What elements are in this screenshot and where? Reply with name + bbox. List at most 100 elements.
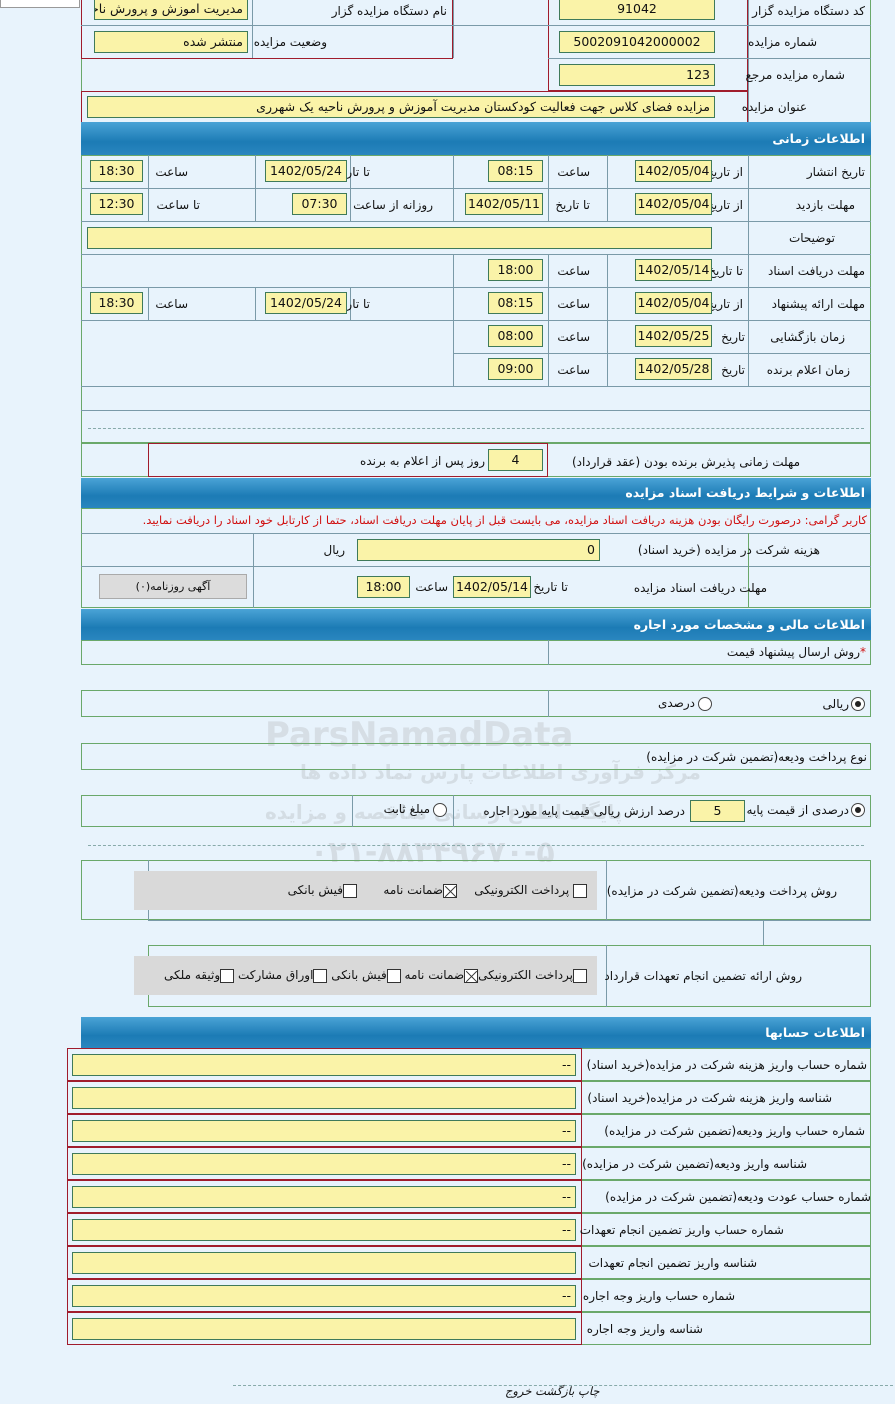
visit-from-field[interactable]: 1402/05/04 xyxy=(635,193,712,215)
account-field[interactable]: -- xyxy=(72,1054,576,1076)
winner-date-field[interactable]: 1402/05/28 xyxy=(635,358,712,380)
opening-label: زمان بازگشایی xyxy=(770,330,845,344)
winner-time-field[interactable]: 09:00 xyxy=(488,358,543,380)
docs-time-label: ساعت xyxy=(557,264,590,278)
publish-time1-field[interactable]: 08:15 xyxy=(488,160,543,182)
watermark-phone: ۰۲۱-۸۸۳۴۹۶۷۰-۵ xyxy=(310,835,555,870)
option-label: پرداخت الکترونیکی xyxy=(474,883,570,897)
org-code-label: کد دستگاه مزایده گزار xyxy=(752,4,865,18)
deposit-percent-radio[interactable] xyxy=(851,803,865,817)
watermark-brand: ParsNamadData xyxy=(265,715,574,755)
guarantee-label: روش ارائه تضمین انجام تعهدات قرارداد xyxy=(604,969,802,983)
account-field[interactable]: -- xyxy=(72,1219,576,1241)
checkbox-checked[interactable] xyxy=(443,883,457,898)
publish-label: تاریخ انتشار xyxy=(806,165,865,179)
org-code-field[interactable]: 91042 xyxy=(559,0,715,20)
accept-days-field[interactable]: 4 xyxy=(488,449,543,471)
docs-section-header: اطلاعات و شرایط دریافت اسناد مزایده xyxy=(81,478,871,508)
method-options-row xyxy=(81,690,871,717)
exit-link[interactable]: خروج xyxy=(505,1384,532,1398)
rial-label: ریالی xyxy=(822,697,849,711)
deposit-pay-option-guarantee[interactable]: ضمانت نامه xyxy=(383,883,457,898)
docs-section xyxy=(81,508,871,608)
ref-no-field[interactable]: 123 xyxy=(559,64,715,86)
deposit-pay-option-electronic[interactable]: پرداخت الکترونیکی xyxy=(474,883,587,898)
account-field[interactable]: -- xyxy=(72,1285,576,1307)
visit-daily-label: روزانه از ساعت xyxy=(353,198,433,212)
finance-section-header: اطلاعات مالی و مشخصات مورد اجاره xyxy=(81,609,871,640)
visit-until-label: تا ساعت xyxy=(156,198,200,212)
auction-no-field[interactable]: 5002091042000002 xyxy=(559,31,715,53)
deposit-percent-field[interactable]: 5 xyxy=(690,800,745,822)
winner-label: زمان اعلام برنده xyxy=(766,363,850,377)
percent-radio[interactable] xyxy=(698,697,712,711)
docs-deadline2-date[interactable]: 1402/05/14 xyxy=(453,576,531,598)
account-field[interactable]: -- xyxy=(72,1186,576,1208)
cell xyxy=(67,1114,582,1147)
visit-daily-field[interactable]: 07:30 xyxy=(292,193,347,215)
cell xyxy=(148,443,548,477)
status-field[interactable]: منتشر شده xyxy=(94,31,248,53)
publish-from-field[interactable]: 1402/05/04 xyxy=(635,160,712,182)
account-field[interactable]: -- xyxy=(72,1153,576,1175)
title-label: عنوان مزایده xyxy=(741,100,807,114)
newspaper-ad-button[interactable]: آگهی روزنامه(۰) xyxy=(99,574,247,599)
deposit-pay-option-bank[interactable]: فیش بانکی xyxy=(288,883,357,898)
visit-until-field[interactable]: 12:30 xyxy=(90,193,143,215)
checkbox[interactable] xyxy=(573,968,587,983)
offer-time1-field[interactable]: 08:15 xyxy=(488,292,543,314)
account-field[interactable] xyxy=(72,1318,576,1340)
docs-time-field[interactable]: 18:00 xyxy=(488,259,543,281)
docs-notice: کاربر گرامی: درصورت رایگان بودن هزینه در… xyxy=(142,513,867,527)
docs-deadline-label: مهلت دریافت اسناد xyxy=(767,264,865,278)
deposit-row xyxy=(81,795,871,827)
option-label: فیش بانکی xyxy=(287,883,343,897)
publish-to-field[interactable]: 1402/05/24 xyxy=(265,160,347,182)
deposit-type-row xyxy=(81,743,871,770)
visit-to-field[interactable]: 1402/05/11 xyxy=(465,193,543,215)
deposit-fixed-label: مبلغ ثابت xyxy=(383,802,430,816)
deposit-fixed-radio[interactable] xyxy=(433,803,447,817)
checkbox[interactable] xyxy=(220,968,235,983)
docs-deadline2-label: مهلت دریافت اسناد مزایده xyxy=(633,581,767,595)
back-link[interactable]: بازگشت xyxy=(535,1384,575,1398)
cell xyxy=(67,1180,582,1213)
print-link[interactable]: چاپ xyxy=(578,1384,600,1398)
docs-to-label: تا تاریخ xyxy=(708,264,743,278)
docs-deadline2-to-label: تا تاریخ xyxy=(533,580,568,594)
price-method-text: روش ارسال پیشنهاد قیمت xyxy=(726,645,860,659)
checkbox[interactable] xyxy=(573,883,587,898)
notes-field[interactable] xyxy=(87,227,712,249)
account-field[interactable]: -- xyxy=(72,1120,576,1142)
checkbox[interactable] xyxy=(313,968,328,983)
account-label: شماره حساب عودت ودیعه(تضمین شرکت در مزای… xyxy=(605,1190,871,1204)
option-label: ضمانت نامه xyxy=(383,883,443,897)
fee-field[interactable]: 0 xyxy=(357,539,600,561)
offer-time2-field[interactable]: 18:30 xyxy=(90,292,143,314)
docs-to-field[interactable]: 1402/05/14 xyxy=(635,259,712,281)
rial-radio[interactable] xyxy=(851,697,865,711)
offer-from-field[interactable]: 1402/05/04 xyxy=(635,292,712,314)
offer-to-field[interactable]: 1402/05/24 xyxy=(265,292,347,314)
checkbox[interactable] xyxy=(343,883,357,898)
title-field[interactable]: مزایده فضای کلاس جهت فعالیت کودکستان مدی… xyxy=(87,96,715,118)
account-field[interactable] xyxy=(72,1252,576,1274)
checkbox[interactable] xyxy=(386,968,401,983)
account-label: شناسه واریز هزینه شرکت در مزایده(خرید اس… xyxy=(587,1091,832,1105)
fee-label: هزینه شرکت در مزایده (خرید اسناد) xyxy=(637,543,820,557)
opening-time-field[interactable]: 08:00 xyxy=(488,325,543,347)
footer-links: چاپ بازگشت خروج xyxy=(505,1384,600,1398)
watermark-line1: مرکز فرآوری اطلاعات پارس نماد داده ها xyxy=(300,760,701,784)
accept-suffix: روز پس از اعلام به برنده xyxy=(360,454,485,468)
winner-date-label: تاریخ xyxy=(721,363,745,377)
option-label: فیش بانکی xyxy=(331,968,387,982)
account-field[interactable] xyxy=(72,1087,576,1109)
docs-deadline2-time[interactable]: 18:00 xyxy=(357,576,410,598)
checkbox-checked[interactable] xyxy=(464,968,479,983)
opening-date-field[interactable]: 1402/05/25 xyxy=(635,325,712,347)
org-name-field[interactable]: مدیریت اموزش و پرورش ناحیه xyxy=(94,0,248,20)
deposit-percent-label: درصدی از قیمت پایه xyxy=(746,803,849,817)
option-label: پرداخت الکترونیکی xyxy=(478,968,573,982)
offer-label: مهلت ارائه پیشنهاد xyxy=(771,297,865,311)
publish-time2-field[interactable]: 18:30 xyxy=(90,160,143,182)
